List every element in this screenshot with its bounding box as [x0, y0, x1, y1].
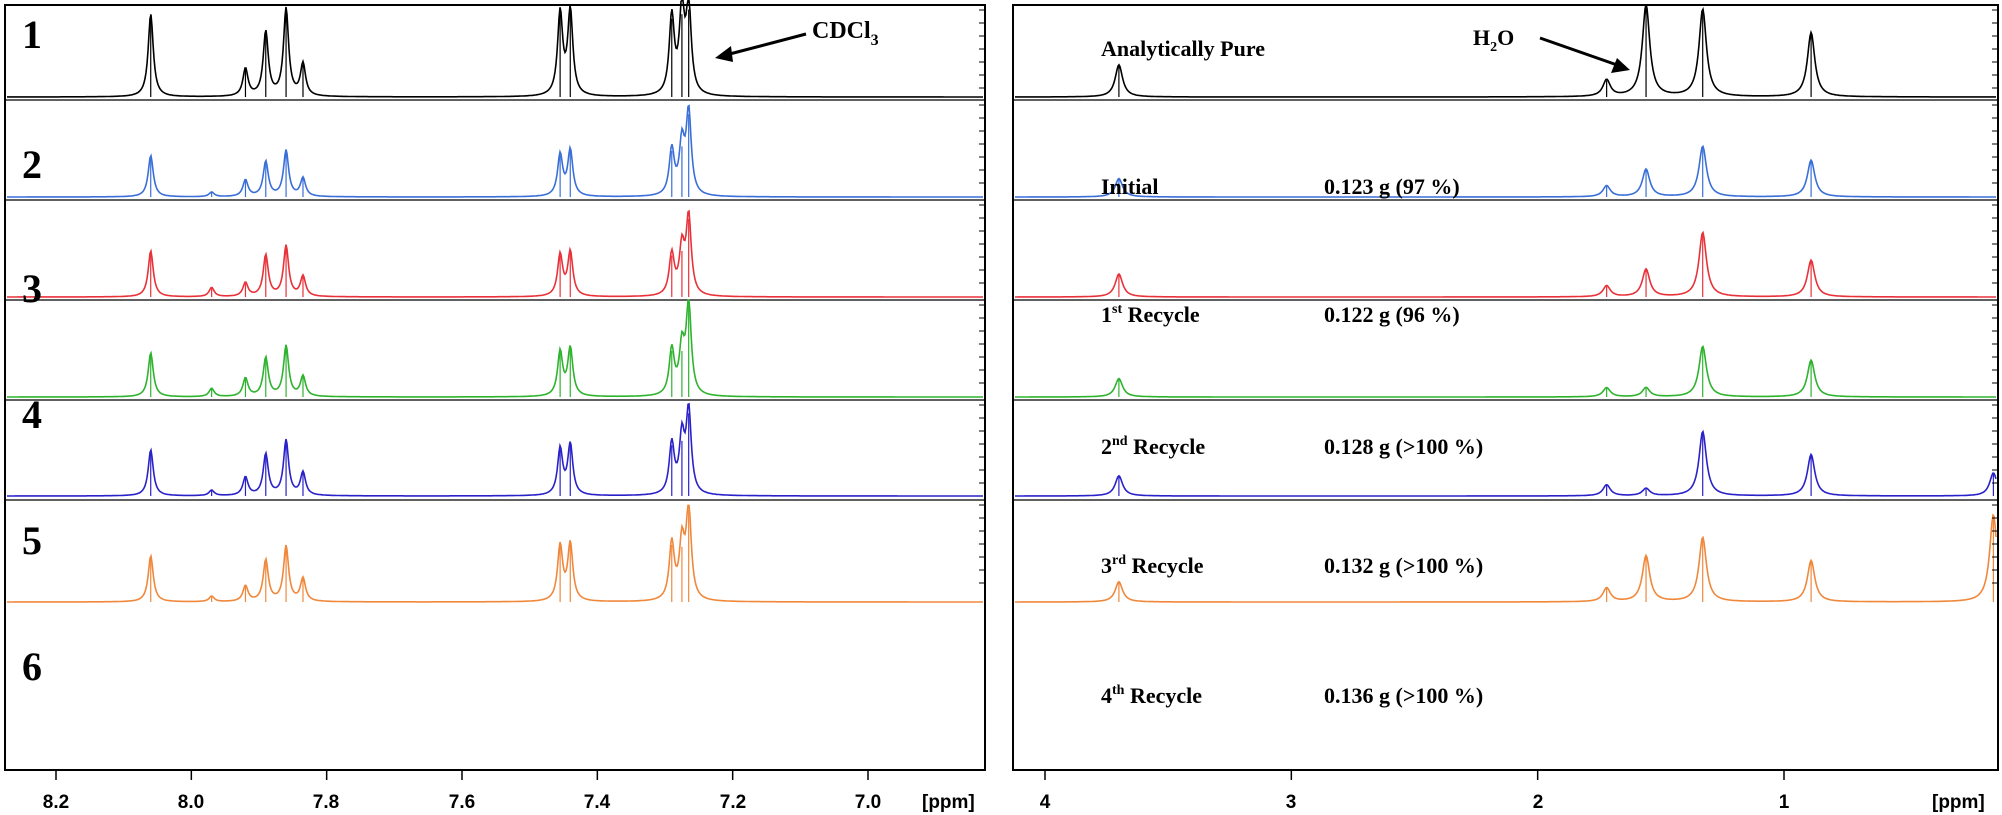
sample-mass-recycle-3: 0.132 g (>100 %) [1324, 553, 1483, 578]
aromatic-spectrum-trace-3 [7, 209, 983, 298]
cdcl3-arrow-head [715, 46, 733, 62]
right-x-tick-labels: 4 3 2 1 [ppm] [1040, 792, 1985, 813]
aromatic-spectra-panel: 1 2 3 4 5 6 CDCl3 8.2 8.0 7.8 7.6 7.4 7.… [4, 0, 986, 813]
left-x-tick-label: 7.2 [720, 792, 746, 813]
sample-label-initial: Initial [1101, 174, 1158, 199]
sample-label-recycle-3: 3rd Recycle [1101, 553, 1204, 578]
sample-label-recycle-1: 1st Recycle [1101, 302, 1200, 327]
cdcl3-arrow-line [721, 32, 807, 58]
trace-label-5: 5 [22, 518, 42, 563]
sample-mass-recycle-1: 0.122 g (96 %) [1324, 302, 1460, 327]
right-x-tick-label: 4 [1040, 792, 1051, 813]
left-x-tick-labels: 8.2 8.0 7.8 7.6 7.4 7.2 7.0 [ppm] [43, 792, 975, 813]
aliphatic-spectrum-trace-2 [1015, 144, 1996, 198]
water-arrow-line [1539, 36, 1621, 68]
cdcl3-annotation: CDCl3 [715, 18, 879, 62]
left-x-tick-label: 7.8 [313, 792, 339, 813]
right-x-tick-label: 1 [1779, 792, 1790, 813]
left-x-tick-label: 7.6 [449, 792, 475, 813]
aromatic-spectrum-trace-2 [7, 104, 983, 198]
trace-label-1: 1 [22, 12, 42, 57]
aliphatic-spectrum-trace-4 [1015, 344, 1996, 398]
left-panel-frame [4, 4, 986, 771]
aliphatic-spectrum-trace-3 [1015, 230, 1996, 298]
sample-label-recycle-4: 4th Recycle [1101, 683, 1202, 708]
sample-label-recycle-2: 2nd Recycle [1101, 434, 1205, 459]
right-x-tick-label: 2 [1533, 792, 1544, 813]
sample-labels: Analytically Pure Initial 0.123 g (97 %)… [1101, 36, 1483, 708]
cdcl3-label: CDCl3 [812, 18, 879, 49]
left-x-tick-label: 8.2 [43, 792, 69, 813]
right-x-axis-unit: [ppm] [1932, 792, 1985, 813]
water-label: H2O [1473, 25, 1514, 55]
trace-label-4: 4 [22, 392, 42, 437]
water-annotation: H2O [1473, 25, 1630, 73]
aromatic-spectrum-trace-4 [7, 299, 983, 398]
trace-label-2: 2 [22, 142, 42, 187]
sample-label-pure: Analytically Pure [1101, 36, 1265, 61]
left-x-tick-label: 7.0 [855, 792, 881, 813]
right-panel-frame [1012, 4, 1999, 771]
sample-mass-initial: 0.123 g (97 %) [1324, 174, 1460, 199]
aliphatic-spectrum-trace-5 [1015, 429, 1997, 497]
aliphatic-spectrum-trace-1 [1015, 4, 1996, 98]
left-x-axis-unit: [ppm] [922, 792, 975, 813]
aromatic-spectrum-trace-1 [7, 0, 983, 98]
aliphatic-spectrum-trace-6 [1015, 513, 1997, 603]
water-arrow-head [1611, 58, 1630, 73]
trace-label-6: 6 [22, 644, 42, 689]
aromatic-spectrum-trace-6 [7, 504, 983, 603]
aliphatic-spectra-panel: Analytically Pure Initial 0.123 g (97 %)… [1012, 4, 1999, 813]
left-x-tick-label: 8.0 [178, 792, 204, 813]
left-x-tick-label: 7.4 [584, 792, 611, 813]
sample-mass-recycle-2: 0.128 g (>100 %) [1324, 434, 1483, 459]
aromatic-spectrum-trace-5 [7, 402, 983, 497]
trace-label-3: 3 [22, 266, 42, 311]
right-x-tick-label: 3 [1286, 792, 1297, 813]
sample-mass-recycle-4: 0.136 g (>100 %) [1324, 683, 1483, 708]
